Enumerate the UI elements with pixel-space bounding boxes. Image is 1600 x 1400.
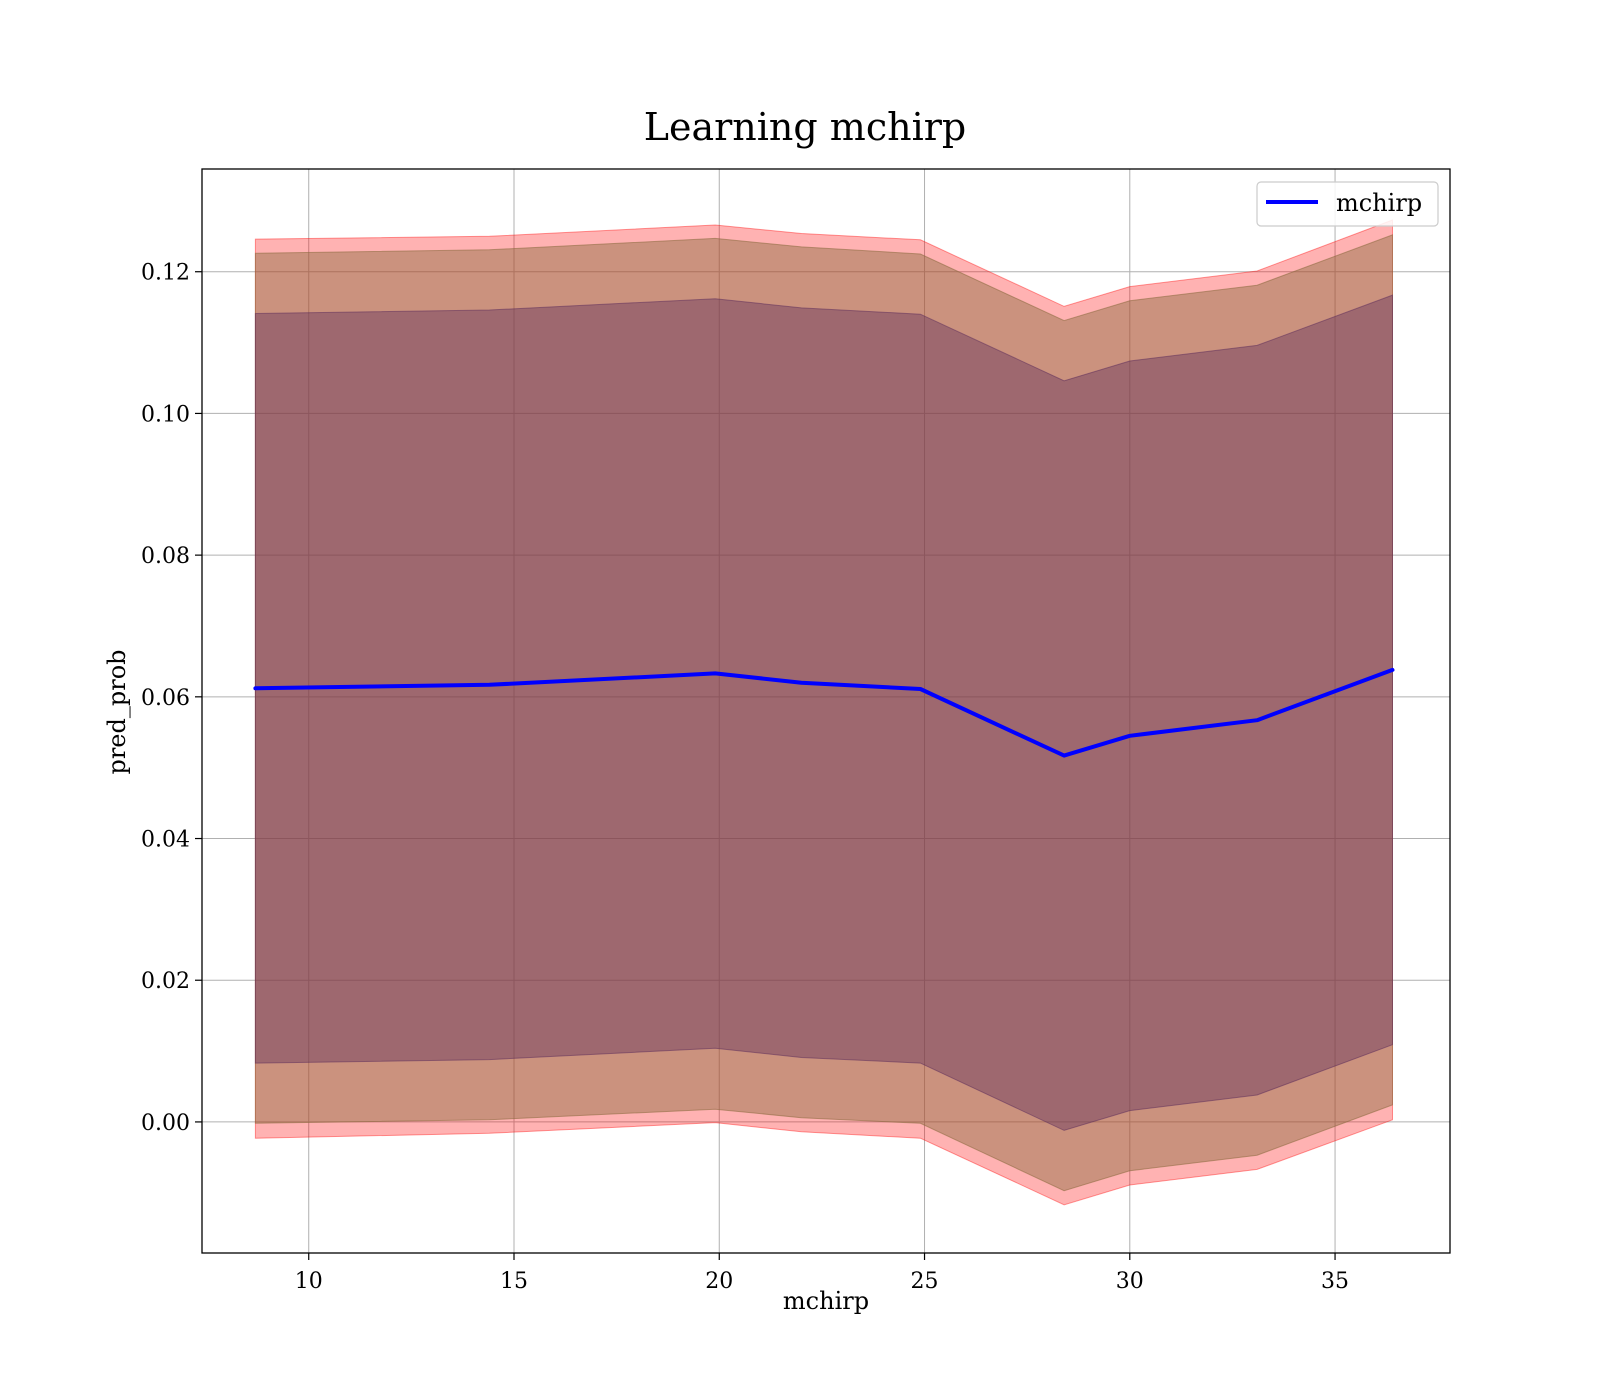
x-tick-label: 20 <box>705 1269 733 1294</box>
y-tick-label: 0.08 <box>141 544 190 569</box>
confidence-band-2 <box>254 234 1393 1192</box>
legend: mchirp <box>1256 181 1439 227</box>
y-tick-label: 0.10 <box>141 402 190 427</box>
x-axis-label: mchirp <box>783 1287 869 1315</box>
series-lines <box>253 667 1395 758</box>
x-tick-label: 25 <box>911 1269 939 1294</box>
x-tick-label: 35 <box>1321 1269 1349 1294</box>
confidence-band-3 <box>254 294 1393 1131</box>
confidence-band-1 <box>254 219 1393 1206</box>
y-axis-label: pred_prob <box>103 649 131 774</box>
y-tick-label: 0.02 <box>141 969 190 994</box>
confidence-bands <box>254 219 1393 1206</box>
x-tick-label: 15 <box>500 1269 528 1294</box>
plot-frame <box>201 168 1451 1254</box>
y-tick-label: 0.12 <box>141 261 190 286</box>
y-tick-label: 0.06 <box>141 686 190 711</box>
y-tick-label: 0.04 <box>141 828 190 853</box>
series-line-mchirp <box>253 667 1395 758</box>
chart-title: Learning mchirp <box>644 105 966 149</box>
y-tick-label: 0.00 <box>141 1111 190 1136</box>
legend-label-mchirp: mchirp <box>1336 189 1422 217</box>
x-tick-label: 30 <box>1116 1269 1144 1294</box>
legend-box <box>1256 181 1439 227</box>
grid <box>202 169 1450 1253</box>
axis-ticks: 10 15 20 25 30 35 0.00 0.02 0.04 0.06 0.08 0.10 0.12 <box>141 261 1349 1294</box>
x-tick-label: 10 <box>295 1269 323 1294</box>
